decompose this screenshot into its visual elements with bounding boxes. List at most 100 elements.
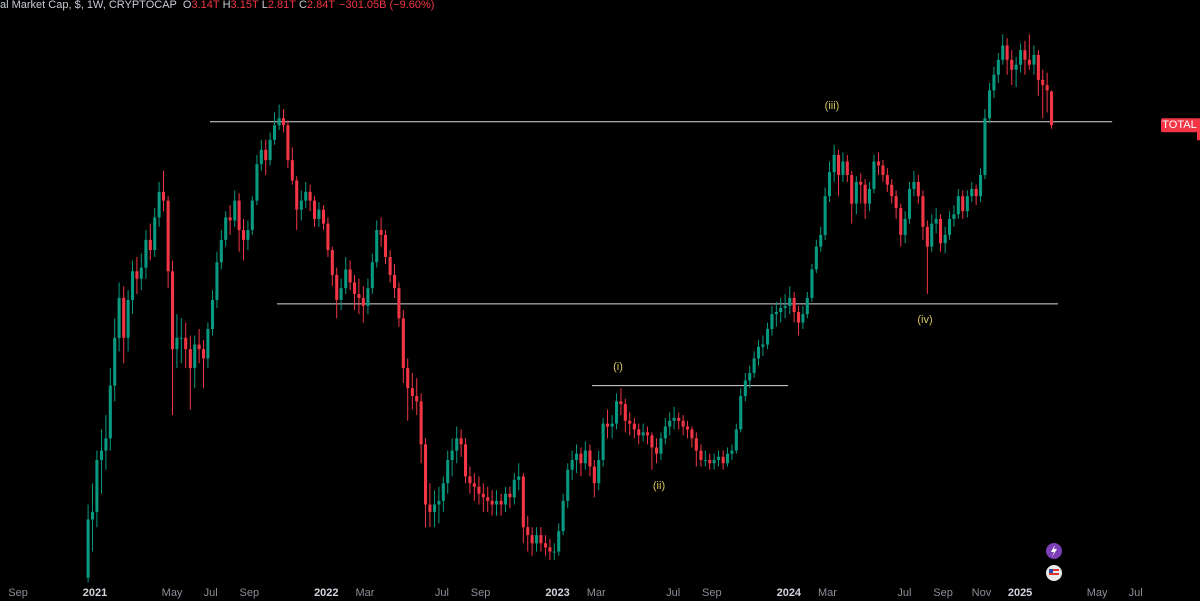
candle-body	[570, 460, 574, 470]
candle-body	[716, 456, 721, 461]
candle-body	[383, 234, 388, 257]
x-tick-label: May	[1087, 587, 1108, 599]
candle-body	[774, 312, 778, 315]
candle-body	[965, 196, 969, 212]
candle-body	[437, 500, 441, 505]
candle-body	[357, 293, 361, 298]
candle-body	[499, 500, 503, 505]
flag-stripe	[1049, 569, 1059, 571]
candle-body	[521, 476, 525, 528]
wave-label: (iv)	[917, 314, 932, 326]
candle-body	[739, 396, 743, 430]
x-tick-label: 2022	[314, 587, 338, 599]
candle-body	[486, 497, 490, 501]
candle-body	[432, 504, 437, 512]
candle-body	[344, 269, 348, 289]
candle-body	[113, 337, 117, 386]
candle-body	[854, 181, 858, 204]
candle-body	[699, 450, 703, 461]
candle-body	[694, 438, 698, 451]
candle-body	[326, 223, 330, 251]
candle-body	[95, 460, 99, 512]
x-tick-label: Sep	[933, 587, 953, 599]
candle-body	[299, 200, 303, 210]
candle-body	[1005, 45, 1009, 60]
candle-body	[259, 149, 263, 165]
candle-body	[703, 460, 707, 462]
candle-body	[233, 200, 237, 221]
candle-body	[592, 466, 596, 484]
candle-body	[605, 423, 610, 427]
candle-body	[637, 429, 641, 436]
ohlc-value: 3.15T	[231, 0, 259, 11]
candle-body	[792, 297, 796, 313]
candle-body	[330, 250, 334, 275]
candle-body	[544, 543, 548, 548]
x-tick-label: Jul	[666, 587, 680, 599]
candle-body	[219, 239, 223, 263]
candle-body	[86, 519, 90, 578]
ohlc-value: 3.14T	[191, 0, 219, 11]
candle-body	[210, 299, 215, 329]
x-tick-label: Jul	[204, 587, 218, 599]
candle-body	[601, 423, 605, 461]
candle-body	[730, 450, 734, 454]
candle-body	[450, 450, 454, 461]
candle-body	[970, 188, 974, 197]
candle-body	[908, 188, 912, 219]
candle-body	[423, 444, 428, 505]
candle-body	[1010, 59, 1014, 70]
candle-body	[348, 269, 352, 283]
candle-body	[472, 483, 476, 487]
x-tick-label: Mar	[587, 587, 606, 599]
x-tick-label: 2024	[777, 587, 802, 599]
ohlc-key: L	[262, 0, 268, 11]
candle-body	[819, 234, 823, 247]
candle-body	[783, 305, 787, 308]
candle-body	[428, 504, 432, 512]
candle-body	[663, 426, 667, 439]
candle-body	[339, 288, 343, 300]
candle-body	[224, 217, 228, 240]
candle-body	[117, 297, 121, 338]
candle-body	[877, 161, 881, 166]
candle-body	[144, 239, 148, 268]
candle-body	[814, 246, 818, 270]
candle-body	[250, 200, 254, 231]
candle-body	[463, 444, 468, 477]
ohlc-key: C	[299, 0, 307, 11]
candle-body	[827, 172, 832, 197]
wave-label: (iii)	[825, 100, 840, 112]
candle-body	[681, 420, 685, 427]
ohlc-value: 2.81T	[268, 0, 296, 11]
candle-body	[290, 160, 294, 181]
candle-body	[530, 535, 534, 544]
candle-body	[734, 429, 738, 451]
candle-body	[166, 200, 170, 272]
candle-body	[1023, 50, 1027, 60]
x-tick-label: May	[162, 587, 183, 599]
candle-body	[397, 288, 401, 319]
candle-body	[894, 196, 898, 209]
candle-body	[375, 230, 379, 263]
candle-body	[175, 337, 179, 350]
candle-body	[419, 401, 423, 445]
candle-body	[388, 256, 392, 275]
candle-body	[752, 358, 756, 374]
candle-body	[184, 337, 188, 350]
candle-body	[539, 535, 543, 544]
x-tick-label: Jul	[435, 587, 449, 599]
candle-body	[872, 161, 876, 189]
candle-body	[401, 318, 405, 369]
candle-body	[335, 274, 339, 300]
candle-body	[135, 271, 139, 279]
candle-body	[90, 511, 95, 520]
candle-body	[588, 450, 592, 467]
candle-body	[685, 426, 690, 430]
candle-body	[557, 531, 561, 552]
candle-body	[925, 226, 929, 247]
candle-body	[916, 181, 920, 197]
candle-body	[455, 438, 459, 451]
candle-body	[241, 230, 246, 240]
